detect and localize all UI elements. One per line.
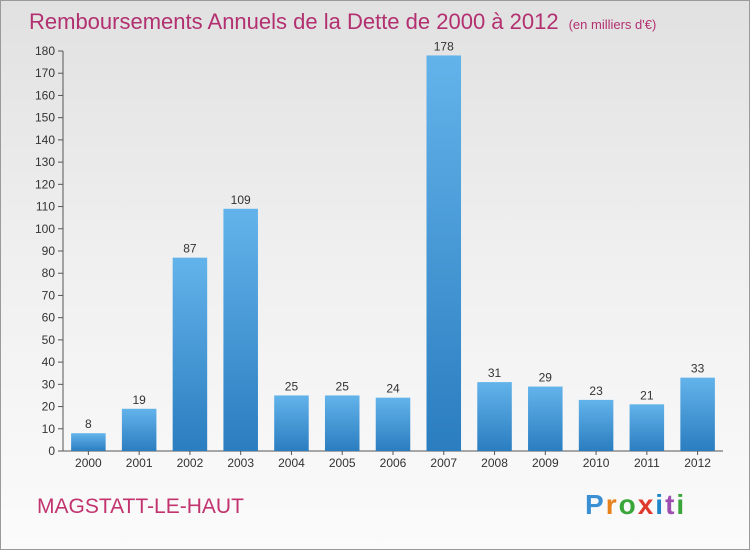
bar-value-label: 33 xyxy=(691,362,705,376)
bar xyxy=(172,257,208,451)
commune-name: MAGSTATT-LE-HAUT xyxy=(37,495,244,518)
x-tick-label: 2001 xyxy=(126,456,153,470)
x-tick-label: 2002 xyxy=(177,456,204,470)
bar-value-label: 178 xyxy=(434,39,454,53)
x-tick-label: 2005 xyxy=(329,456,356,470)
logo-letter: t xyxy=(665,489,677,520)
y-tick-label: 130 xyxy=(35,155,55,169)
x-tick-label: 2004 xyxy=(278,456,305,470)
x-tick-label: 2011 xyxy=(634,456,660,470)
bars: 8 19 87 109 25 25 24 178 31 29 23 21 33 xyxy=(71,39,715,451)
logo-letter: o xyxy=(618,489,638,520)
y-tick-label: 150 xyxy=(35,111,55,125)
x-tick-label: 2000 xyxy=(75,456,102,470)
chart-title-text: Remboursements Annuels de la Dette de 20… xyxy=(29,9,559,34)
bar-value-label: 109 xyxy=(231,193,251,207)
y-tick-label: 30 xyxy=(42,377,56,391)
bar xyxy=(680,377,715,451)
logo-letter: x xyxy=(637,489,656,520)
bar xyxy=(375,397,411,451)
bar xyxy=(71,433,106,451)
bar xyxy=(528,386,563,451)
x-tick-label: 2003 xyxy=(227,456,254,470)
unit-note: (en milliers d'€) xyxy=(568,17,657,32)
y-tick-label: 160 xyxy=(35,88,55,102)
y-tick-label: 110 xyxy=(36,200,55,214)
logo-letter: i xyxy=(676,489,687,520)
bar-value-label: 8 xyxy=(85,417,92,431)
logo-letter: P xyxy=(585,489,606,520)
bar-value-label: 29 xyxy=(539,371,553,385)
x-tick-label: 2008 xyxy=(481,456,508,470)
y-tick-label: 70 xyxy=(42,288,56,302)
bar-value-label: 31 xyxy=(488,366,502,380)
y-tick-label: 0 xyxy=(48,444,55,458)
bar xyxy=(578,399,614,451)
y-axis-ticks: 0 10 20 30 40 50 60 70 80 90 100 110 120 130 140 150 160… xyxy=(35,44,63,458)
bar xyxy=(121,408,157,451)
x-tick-label: 2009 xyxy=(532,456,559,470)
bar-value-label: 21 xyxy=(640,388,654,402)
bar-value-label: 23 xyxy=(589,384,603,398)
bar xyxy=(477,382,512,451)
bar-value-label: 25 xyxy=(336,379,350,393)
y-tick-label: 140 xyxy=(35,133,55,147)
bar xyxy=(274,395,309,451)
y-tick-label: 20 xyxy=(42,400,56,414)
y-tick-label: 120 xyxy=(35,177,55,191)
y-tick-label: 60 xyxy=(42,311,56,325)
logo-letter: r xyxy=(605,489,619,520)
y-tick-label: 40 xyxy=(42,355,56,369)
y-tick-label: 170 xyxy=(35,66,55,80)
x-tick-label: 2007 xyxy=(430,456,457,470)
proxiti-logo: Proxiti xyxy=(585,489,686,521)
y-tick-label: 90 xyxy=(42,244,56,258)
y-tick-label: 180 xyxy=(35,44,55,58)
bar xyxy=(223,208,258,451)
logo-letter: i xyxy=(655,489,666,520)
y-tick-label: 50 xyxy=(42,333,56,347)
y-tick-label: 100 xyxy=(35,222,55,236)
x-axis-ticks: 2000 2001 2002 2003 2004 2005 2006 2007 2008 2009… xyxy=(75,451,711,470)
x-tick-label: 2010 xyxy=(583,456,610,470)
y-tick-label: 80 xyxy=(42,266,56,280)
bar-value-label: 19 xyxy=(132,393,146,407)
x-tick-label: 2006 xyxy=(380,456,407,470)
bar-value-label: 87 xyxy=(183,242,197,256)
bar xyxy=(629,404,665,451)
bar xyxy=(426,55,462,451)
y-tick-label: 10 xyxy=(42,422,56,436)
bar-value-label: 24 xyxy=(386,382,400,396)
bar xyxy=(324,395,360,451)
chart-title: Remboursements Annuels de la Dette de 20… xyxy=(29,9,656,35)
bar-value-label: 25 xyxy=(285,379,299,393)
x-tick-label: 2012 xyxy=(684,456,711,470)
